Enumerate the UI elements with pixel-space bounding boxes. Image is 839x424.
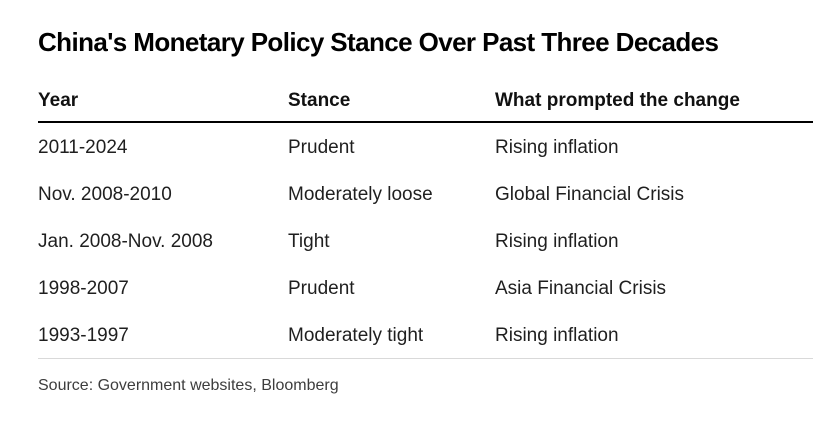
cell-stance: Tight — [288, 231, 330, 252]
table-row: Jan. 2008-Nov. 2008 Tight Rising inflation — [38, 217, 813, 264]
cell-prompt: Asia Financial Crisis — [495, 278, 667, 299]
cell-year: 1998-2007 — [38, 278, 129, 299]
cell-prompt: Rising inflation — [495, 231, 619, 252]
cell-prompt: Global Financial Crisis — [495, 184, 685, 205]
cell-stance: Moderately loose — [288, 184, 433, 205]
cell-stance: Moderately tight — [288, 325, 424, 346]
table-header-row: Year Stance What prompted the change — [38, 89, 813, 123]
cell-stance: Prudent — [288, 278, 355, 299]
table-row: 2011-2024 Prudent Rising inflation — [38, 123, 813, 170]
source-note: Source: Government websites, Bloomberg — [38, 377, 339, 394]
table-row: Nov. 2008-2010 Moderately loose Global Fin… — [38, 170, 813, 217]
monetary-policy-table-chart: China's Monetary Policy Stance Over Past… — [38, 27, 813, 395]
table-row: 1998-2007 Prudent Asia Financial Crisis — [38, 264, 813, 311]
column-header-stance: Stance — [288, 90, 351, 111]
table-body: 2011-2024 Prudent Rising inflation Nov. 200… — [38, 123, 813, 359]
cell-prompt: Rising inflation — [495, 137, 619, 158]
chart-title: China's Monetary Policy Stance Over Past… — [38, 27, 719, 57]
cell-year: 2011-2024 — [38, 137, 128, 158]
column-header-prompt: What prompted the change — [495, 90, 740, 111]
column-header-year: Year — [38, 90, 79, 111]
cell-prompt: Rising inflation — [495, 325, 619, 346]
cell-year: Nov. 2008-2010 — [38, 184, 172, 205]
cell-year: Jan. 2008-Nov. 2008 — [38, 231, 213, 252]
cell-stance: Prudent — [288, 137, 355, 158]
cell-year: 1993-1997 — [38, 325, 129, 346]
table-row: 1993-1997 Moderately tight Rising inflatio… — [38, 311, 813, 358]
